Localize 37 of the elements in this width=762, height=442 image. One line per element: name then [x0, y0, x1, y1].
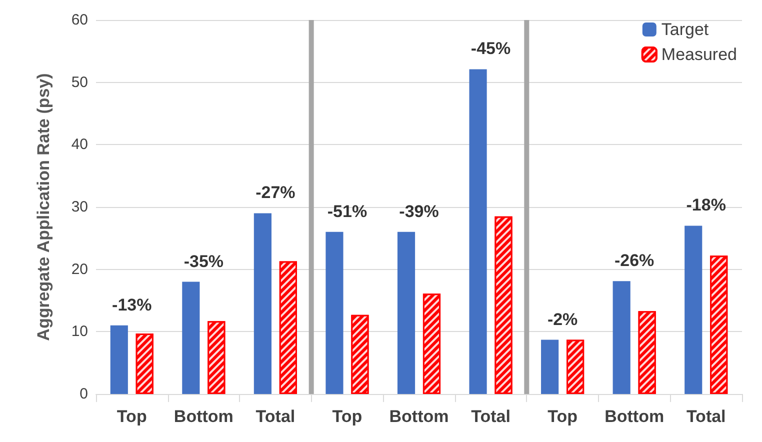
- annotation: -27%: [256, 183, 296, 202]
- x-tick-label: Total: [471, 407, 510, 426]
- x-tick-label: Bottom: [389, 407, 449, 426]
- bar: [612, 281, 630, 394]
- legend-label: Measured: [661, 45, 738, 64]
- y-axis-title: Aggregate Application Rate (psy): [34, 73, 53, 341]
- y-tick-label: 50: [71, 74, 88, 91]
- y-tick-label: 0: [80, 386, 88, 402]
- x-tick-label: Top: [332, 407, 362, 426]
- bar: [684, 226, 702, 394]
- y-tick-label: 60: [71, 12, 88, 28]
- x-tick-label: Total: [256, 407, 296, 426]
- y-tick-label: 40: [71, 136, 88, 154]
- bar: [326, 232, 344, 394]
- bar: [182, 282, 200, 394]
- annotation: -18%: [686, 196, 726, 215]
- annotation: -13%: [112, 295, 152, 314]
- y-tick-label: 30: [71, 198, 88, 216]
- x-tick-label: Top: [116, 407, 147, 426]
- annotation: -45%: [470, 39, 511, 58]
- annotation: -2%: [547, 310, 578, 329]
- x-tick-label: Bottom: [174, 407, 234, 426]
- x-tick-label: Bottom: [604, 407, 664, 426]
- annotation: -39%: [399, 202, 439, 221]
- x-tick-label: Top: [548, 407, 578, 426]
- bar: [397, 232, 416, 394]
- y-tick-label: 10: [71, 323, 88, 340]
- bar: [541, 340, 559, 394]
- bar: [469, 69, 487, 394]
- y-tick-label: 20: [71, 260, 88, 278]
- bar: [254, 213, 272, 394]
- annotation: -35%: [184, 252, 224, 271]
- x-tick-label: Total: [686, 407, 726, 426]
- annotation: -51%: [327, 202, 368, 221]
- annotation: -26%: [614, 251, 654, 270]
- bar: [110, 325, 128, 394]
- legend-label: Target: [661, 20, 709, 39]
